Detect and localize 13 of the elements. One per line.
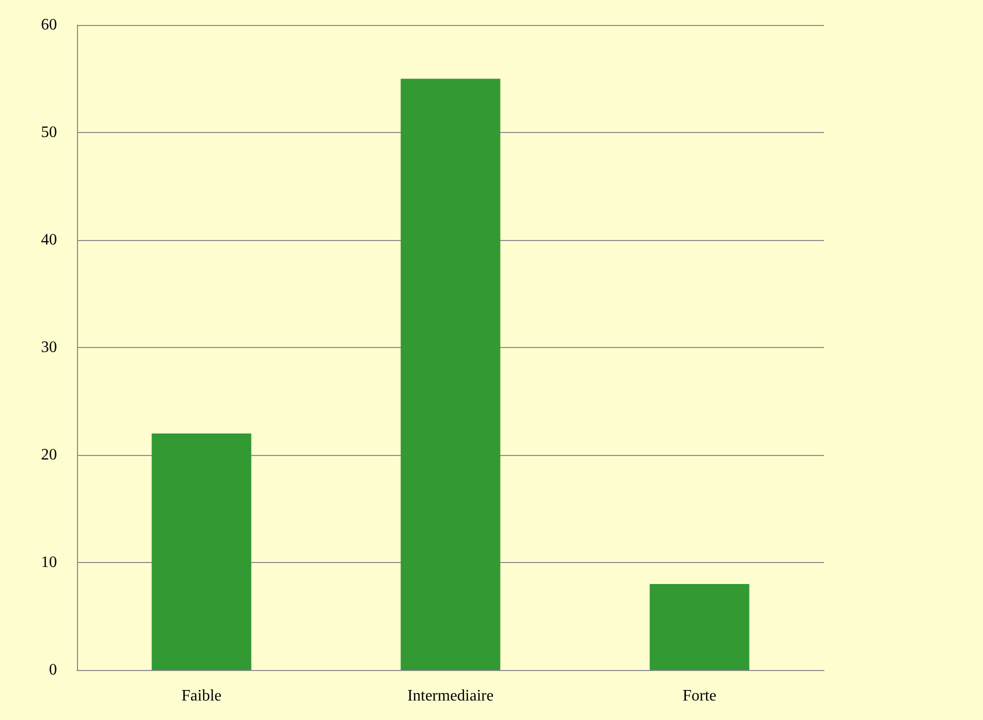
y-tick-label: 10 [41, 554, 57, 571]
y-tick-label: 20 [41, 446, 57, 464]
y-tick-label: 60 [41, 16, 57, 34]
y-tick-label: 30 [41, 339, 57, 356]
bar [650, 584, 750, 670]
y-tick-label: 50 [41, 124, 57, 141]
x-tick-label: Forte [682, 688, 716, 704]
bar [400, 78, 500, 670]
bar [152, 434, 252, 670]
y-tick-label: 40 [41, 232, 57, 248]
x-tick-label: Faible [182, 688, 222, 704]
y-tick-label: 0 [49, 662, 57, 678]
x-tick-label: Intermediaire [407, 688, 494, 704]
